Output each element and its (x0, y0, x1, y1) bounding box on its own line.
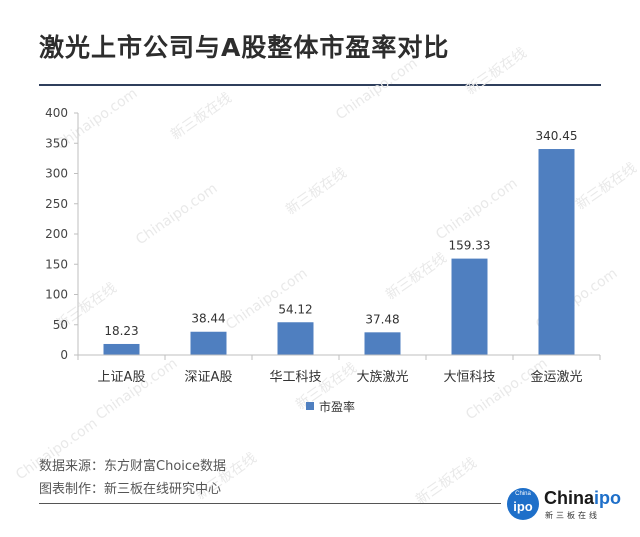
x-tick-label: 大恒科技 (443, 370, 495, 385)
watermark-text: Chinaipo.com (333, 55, 420, 123)
x-tick-label: 深证A股 (185, 370, 233, 385)
data-label: 37.48 (365, 312, 399, 326)
x-tick-label: 大族激光 (356, 369, 408, 385)
bar (103, 343, 140, 355)
data-label: 38.44 (191, 312, 225, 326)
logo-badge-small-text: China (515, 491, 531, 497)
y-tick-label: 0 (60, 348, 68, 362)
y-tick-label: 150 (45, 257, 68, 271)
watermark-text: 新三板在线 (573, 160, 640, 213)
watermark-text: 新三板在线 (283, 165, 350, 218)
chart-credit-text: 图表制作：新三板在线研究中心 (39, 482, 222, 497)
bar (364, 332, 401, 355)
legend-swatch (306, 402, 314, 410)
y-tick-label: 50 (53, 318, 68, 332)
logo-subtitle: 新三板在线 (545, 511, 600, 520)
data-label: 54.12 (278, 302, 312, 316)
x-axis: 上证A股 深证A股 华工科技 大族激光 大恒科技 金运激光 (77, 354, 601, 385)
watermark-text: 新三板在线 (463, 45, 530, 98)
x-tick-label: 上证A股 (98, 370, 146, 385)
x-tick-label: 金运激光 (530, 369, 582, 385)
watermark-text: 新三板在线 (168, 90, 235, 143)
y-tick-label: 250 (45, 197, 68, 211)
y-tick-label: 400 (45, 106, 68, 120)
watermark-text: Chinaipo.com (463, 355, 550, 423)
y-tick-label: 350 (45, 136, 68, 150)
logo-badge: China ipo (507, 488, 539, 520)
data-label: 159.33 (449, 239, 491, 253)
footer-divider (39, 503, 501, 504)
chinaipo-logo: China ipo Chinaipo 新三板在线 (507, 488, 632, 524)
title-divider (39, 84, 601, 86)
watermark-text: Chinaipo.com (93, 355, 180, 423)
watermark-text: Chinaipo.com (133, 180, 220, 248)
logo-name-main: China (544, 488, 595, 508)
y-axis: 0 50 100 150 200 250 300 350 400 (45, 106, 79, 362)
watermark-text: 新三板在线 (383, 250, 450, 303)
x-tick-label: 华工科技 (269, 370, 321, 385)
bars: 18.23 38.44 54.12 37.48 159.33 340.45 (103, 129, 578, 355)
bar (190, 331, 227, 355)
bar (451, 258, 488, 355)
y-tick-label: 300 (45, 167, 68, 181)
y-tick-label: 200 (45, 227, 68, 241)
watermark-text: Chinaipo.com (433, 175, 520, 243)
chart-title: 激光上市公司与A股整体市盈率对比 (39, 33, 450, 62)
bar (277, 322, 314, 355)
bar (538, 149, 575, 355)
watermark-text: 新三板在线 (413, 455, 480, 508)
logo-name: Chinaipo (544, 488, 621, 509)
data-label: 18.23 (104, 324, 138, 338)
logo-badge-main-text: ipo (513, 499, 533, 514)
logo-name-accent: ipo (594, 488, 622, 508)
legend-label: 市盈率 (319, 399, 355, 414)
legend: 市盈率 (306, 399, 355, 414)
y-tick-label: 100 (45, 288, 68, 302)
data-label: 340.45 (536, 129, 578, 143)
data-source-text: 数据来源：东方财富Choice数据 (39, 459, 227, 474)
